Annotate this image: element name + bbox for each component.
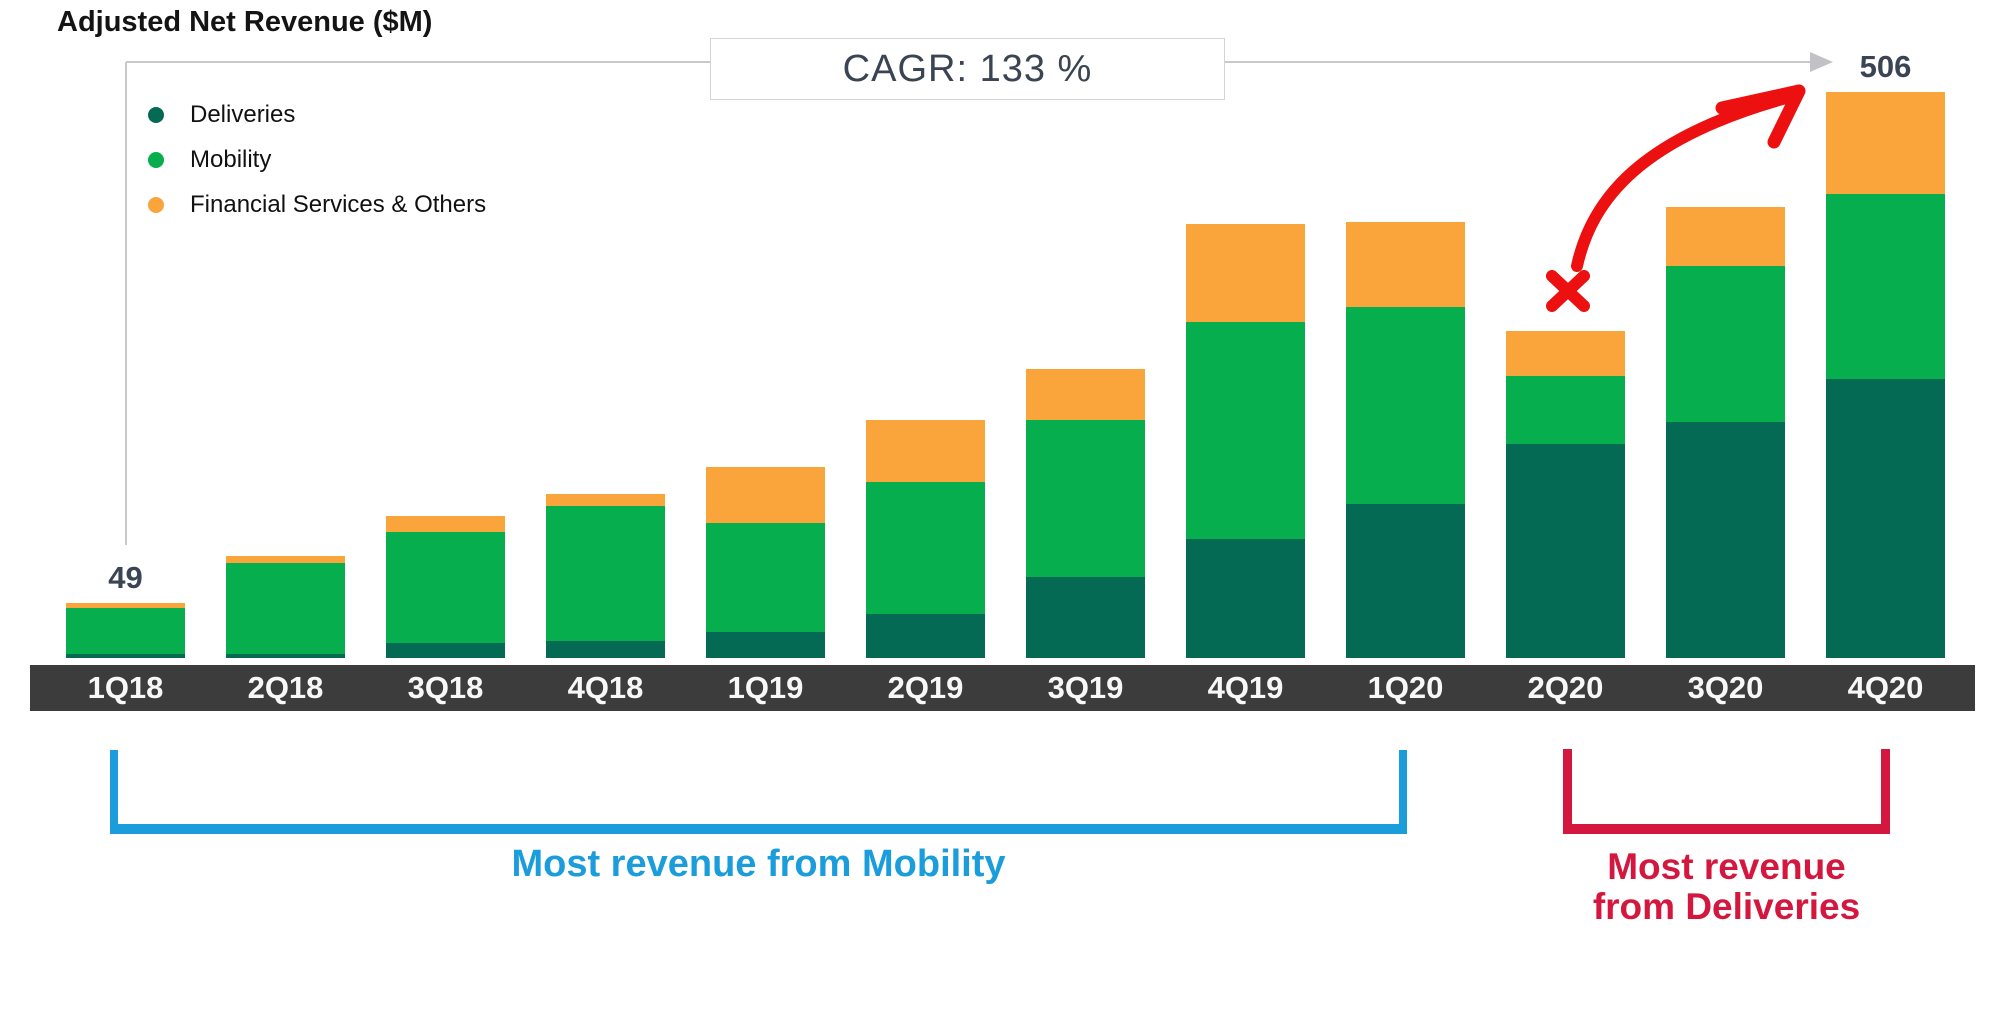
bar-segment-1q20-mobility [1346, 306, 1465, 504]
legend-item-financial: Financial Services & Others [148, 182, 486, 227]
bar-segment-4q19-deliveries [1186, 539, 1305, 658]
x-axis-label-3q19: 3Q19 [1047, 670, 1124, 705]
bar-segment-2q20-deliveries [1506, 444, 1625, 658]
red-x-icon [1546, 270, 1590, 312]
bar-segment-1q20-deliveries [1346, 503, 1465, 658]
legend-item-mobility: Mobility [148, 137, 486, 182]
deliveries-bracket [1563, 749, 1890, 834]
bar-segment-2q20-mobility [1506, 376, 1625, 445]
bar-segment-3q20-deliveries [1666, 421, 1785, 658]
bar-segment-3q20-mobility [1666, 266, 1785, 422]
bar-segment-1q18-deliveries [66, 653, 185, 658]
bar-segment-2q19-mobility [866, 482, 985, 615]
x-axis-label-4q19: 4Q19 [1207, 670, 1284, 705]
bar-segment-4q18-deliveries [546, 641, 665, 658]
cagr-box: CAGR: 133 % [710, 38, 1225, 100]
gray-arrowhead-icon [1810, 52, 1833, 72]
deliveries-note: Most revenue from Deliveries [1540, 847, 1913, 927]
legend-label: Mobility [190, 145, 272, 173]
bar-segment-1q18-mobility [66, 607, 185, 654]
x-axis-label-2q19: 2Q19 [887, 670, 964, 705]
bar-segment-4q20-financial [1826, 92, 1945, 194]
bar-segment-4q20-deliveries [1826, 379, 1945, 658]
bar-segment-2q20-financial [1506, 331, 1625, 377]
bar-value-label-4q20: 506 [1859, 49, 1912, 84]
bar-segment-4q20-mobility [1826, 193, 1945, 380]
legend-item-deliveries: Deliveries [148, 92, 486, 137]
bar-segment-3q19-financial [1026, 369, 1145, 420]
x-axis-label-1q20: 1Q20 [1367, 670, 1444, 705]
x-axis-band [30, 665, 1975, 711]
bar-segment-4q18-mobility [546, 505, 665, 642]
bar-segment-4q19-mobility [1186, 322, 1305, 540]
cagr-label: CAGR: 133 % [842, 47, 1093, 90]
bar-segment-2q19-financial [866, 419, 985, 483]
bar-segment-2q18-deliveries [226, 653, 345, 658]
legend-dot-icon [148, 196, 164, 213]
x-axis-label-4q18: 4Q18 [567, 670, 644, 705]
legend-dot-icon [148, 151, 164, 168]
bar-segment-3q19-deliveries [1026, 577, 1145, 658]
mobility-note: Most revenue from Mobility [511, 843, 1006, 885]
legend-label: Deliveries [190, 100, 296, 128]
bar-segment-1q19-mobility [706, 522, 825, 633]
x-axis-label-1q18: 1Q18 [87, 670, 164, 705]
deliveries-note-line2: from Deliveries [1592, 885, 1861, 927]
legend-label: Financial Services & Others [190, 190, 487, 218]
x-axis-label-2q20: 2Q20 [1527, 670, 1604, 705]
bar-segment-1q18-financial [66, 603, 185, 608]
legend-dot-icon [148, 106, 164, 123]
bar-value-label-1q18: 49 [108, 560, 143, 596]
bar-segment-1q19-financial [706, 466, 825, 523]
x-axis-label-3q20: 3Q20 [1687, 670, 1764, 705]
bar-segment-3q19-mobility [1026, 419, 1145, 578]
bar-segment-1q19-deliveries [706, 632, 825, 658]
mobility-bracket [110, 750, 1407, 834]
bar-segment-3q18-mobility [386, 531, 505, 644]
x-axis-label-4q20: 4Q20 [1847, 670, 1924, 705]
bar-segment-2q18-financial [226, 556, 345, 563]
x-axis-label-1q19: 1Q19 [727, 670, 804, 705]
bar-segment-2q18-mobility [226, 562, 345, 654]
bar-segment-3q20-financial [1666, 207, 1785, 267]
bar-segment-3q18-financial [386, 515, 505, 532]
x-axis-label-3q18: 3Q18 [407, 670, 484, 705]
bar-segment-2q19-deliveries [866, 614, 985, 658]
bar-segment-4q18-financial [546, 493, 665, 506]
x-axis-label-2q18: 2Q18 [247, 670, 324, 705]
legend: Deliveries Mobility Financial Services & O… [148, 92, 486, 227]
y-axis-line [125, 62, 127, 545]
red-arrowhead-icon [1715, 84, 1806, 149]
bar-segment-1q20-financial [1346, 221, 1465, 307]
bar-segment-3q18-deliveries [386, 643, 505, 658]
deliveries-note-line1: Most revenue [1607, 846, 1846, 887]
bar-segment-4q19-financial [1186, 223, 1305, 323]
chart-title: Adjusted Net Revenue ($M) [57, 6, 433, 38]
